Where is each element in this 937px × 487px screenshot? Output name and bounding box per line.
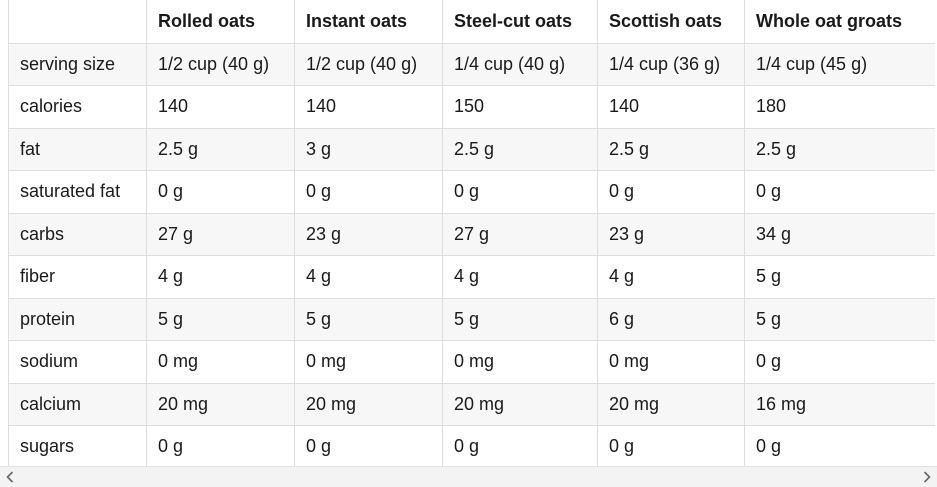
table-cell: 34 g (744, 212, 935, 256)
table-body: serving size 1/2 cup (40 g) 1/2 cup (40 g)… (8, 42, 935, 466)
row-label-cell: carbs (8, 212, 147, 256)
table-cell: 0 g (294, 170, 443, 214)
table-row: serving size 1/2 cup (40 g) 1/2 cup (40 g)… (8, 42, 935, 86)
table-cell: 1/2 cup (40 g) (146, 42, 295, 86)
table-cell: 5 g (442, 297, 598, 341)
table-cell: 2.5 g (744, 127, 935, 171)
table-row: carbs 27 g 23 g 27 g 23 g 34 g (8, 212, 935, 256)
row-label-cell: calories (8, 85, 147, 129)
header-row: Rolled oats Instant oats Steel-cut oats … (8, 0, 935, 44)
chevron-right-icon[interactable] (921, 470, 933, 484)
table-row: calories 140 140 150 140 180 (8, 85, 935, 129)
row-label-cell: protein (8, 297, 147, 341)
header-cell-whole-oat-groats: Whole oat groats (744, 0, 935, 44)
row-label-cell: fiber (8, 255, 147, 299)
table-cell: 0 mg (146, 340, 295, 384)
table-cell: 23 g (294, 212, 443, 256)
nutrition-comparison-table: Rolled oats Instant oats Steel-cut oats … (8, 0, 935, 466)
table-cell: 1/4 cup (36 g) (597, 42, 745, 86)
row-label-cell: sugars (8, 425, 147, 466)
table-cell: 0 mg (442, 340, 598, 384)
table-cell: 1/4 cup (45 g) (744, 42, 935, 86)
table-cell: 0 g (146, 170, 295, 214)
table-cell: 0 g (744, 340, 935, 384)
table-cell: 5 g (744, 255, 935, 299)
table-cell: 3 g (294, 127, 443, 171)
table-cell: 0 g (744, 170, 935, 214)
table-cell: 140 (294, 85, 443, 129)
table-cell: 27 g (442, 212, 598, 256)
scrollbar-thumb[interactable] (18, 471, 919, 481)
table-row: calcium 20 mg 20 mg 20 mg 20 mg 16 mg (8, 382, 935, 426)
header-cell-scottish-oats: Scottish oats (597, 0, 745, 44)
table-cell: 0 g (146, 425, 295, 466)
header-cell-blank (8, 0, 147, 44)
table-cell: 0 g (744, 425, 935, 466)
table-cell: 27 g (146, 212, 295, 256)
table-cell: 23 g (597, 212, 745, 256)
row-label-cell: calcium (8, 382, 147, 426)
table-cell: 20 mg (146, 382, 295, 426)
table-cell: 2.5 g (146, 127, 295, 171)
table-cell: 0 mg (597, 340, 745, 384)
table-row: sodium 0 mg 0 mg 0 mg 0 mg 0 g (8, 340, 935, 384)
table-cell: 0 g (442, 425, 598, 466)
table-cell: 0 mg (294, 340, 443, 384)
horizontal-scrollbar[interactable] (0, 466, 937, 487)
table-cell: 4 g (597, 255, 745, 299)
table-cell: 6 g (597, 297, 745, 341)
table-cell: 4 g (442, 255, 598, 299)
table-cell: 0 g (597, 425, 745, 466)
table-header: Rolled oats Instant oats Steel-cut oats … (8, 0, 935, 44)
row-label-cell: serving size (8, 42, 147, 86)
table-cell: 1/2 cup (40 g) (294, 42, 443, 86)
table-cell: 150 (442, 85, 598, 129)
header-cell-instant-oats: Instant oats (294, 0, 443, 44)
table-cell: 180 (744, 85, 935, 129)
table-cell: 2.5 g (597, 127, 745, 171)
table-cell: 20 mg (597, 382, 745, 426)
row-label-cell: fat (8, 127, 147, 171)
table-cell: 16 mg (744, 382, 935, 426)
table-cell: 4 g (294, 255, 443, 299)
table-container: Rolled oats Instant oats Steel-cut oats … (8, 0, 935, 466)
table-cell: 5 g (744, 297, 935, 341)
table-cell: 20 mg (442, 382, 598, 426)
table-cell: 0 g (294, 425, 443, 466)
table-cell: 140 (597, 85, 745, 129)
header-cell-rolled-oats: Rolled oats (146, 0, 295, 44)
table-cell: 0 g (442, 170, 598, 214)
row-label-cell: sodium (8, 340, 147, 384)
table-cell: 1/4 cup (40 g) (442, 42, 598, 86)
table-cell: 0 g (597, 170, 745, 214)
table-cell: 140 (146, 85, 295, 129)
table-cell: 5 g (146, 297, 295, 341)
chevron-left-icon[interactable] (4, 470, 16, 484)
table-cell: 20 mg (294, 382, 443, 426)
table-cell: 5 g (294, 297, 443, 341)
table-cell: 4 g (146, 255, 295, 299)
table-cell: 2.5 g (442, 127, 598, 171)
header-cell-steel-cut-oats: Steel-cut oats (442, 0, 598, 44)
row-label-cell: saturated fat (8, 170, 147, 214)
